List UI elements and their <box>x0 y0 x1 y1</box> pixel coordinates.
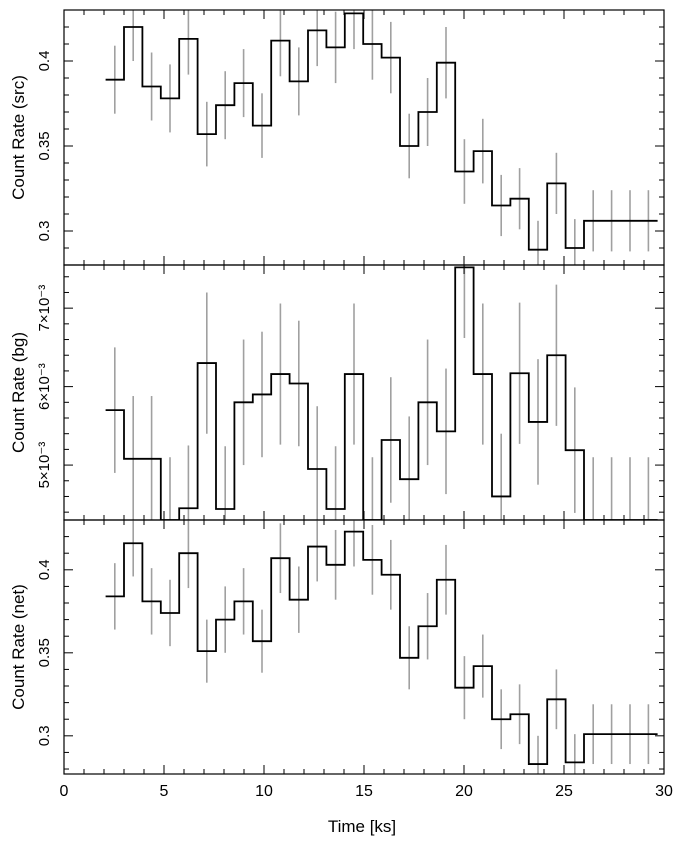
y-tick-label: 6×10⁻³ <box>36 363 53 410</box>
panel-1: 0.3 0.35 0.4 Count Rate (src) <box>9 9 665 266</box>
x-tick-label: 0 <box>60 783 69 800</box>
panel-2: 5×10⁻³ 6×10⁻³ 7×10⁻³ Count Rate (bg) <box>9 264 665 521</box>
error-bars <box>114 10 650 265</box>
y-tick-label: 0.3 <box>36 725 53 746</box>
error-bars <box>114 265 650 520</box>
panel-3: 0.3 0.35 0.4 Count Rate (net) <box>9 519 665 775</box>
y-tick-label: 5×10⁻³ <box>36 442 53 489</box>
y-axis-label: Count Rate (src) <box>9 75 28 200</box>
y-tick-label: 0.35 <box>36 638 53 667</box>
y-axis-label: Count Rate (bg) <box>9 332 28 453</box>
error-bars <box>114 520 650 774</box>
y-tick-label: 0.35 <box>36 131 53 160</box>
y-tick-label: 7×10⁻³ <box>36 285 53 332</box>
x-tick-label: 20 <box>455 783 473 800</box>
x-tick-label: 15 <box>355 783 373 800</box>
rate-step-line <box>105 12 658 251</box>
rate-step-line <box>105 530 658 765</box>
rate-step-line <box>105 266 658 520</box>
y-tick-label: 0.4 <box>36 559 53 580</box>
x-tick-label: 5 <box>160 783 169 800</box>
x-tick-label: 10 <box>255 783 273 800</box>
y-tick-label: 0.4 <box>36 51 53 72</box>
y-tick-label: 0.3 <box>36 221 53 242</box>
x-tick-label: 30 <box>655 783 673 800</box>
y-axis-label: Count Rate (net) <box>9 584 28 710</box>
x-tick-label: 25 <box>555 783 573 800</box>
x-axis-label: Time [ks] <box>328 817 396 836</box>
